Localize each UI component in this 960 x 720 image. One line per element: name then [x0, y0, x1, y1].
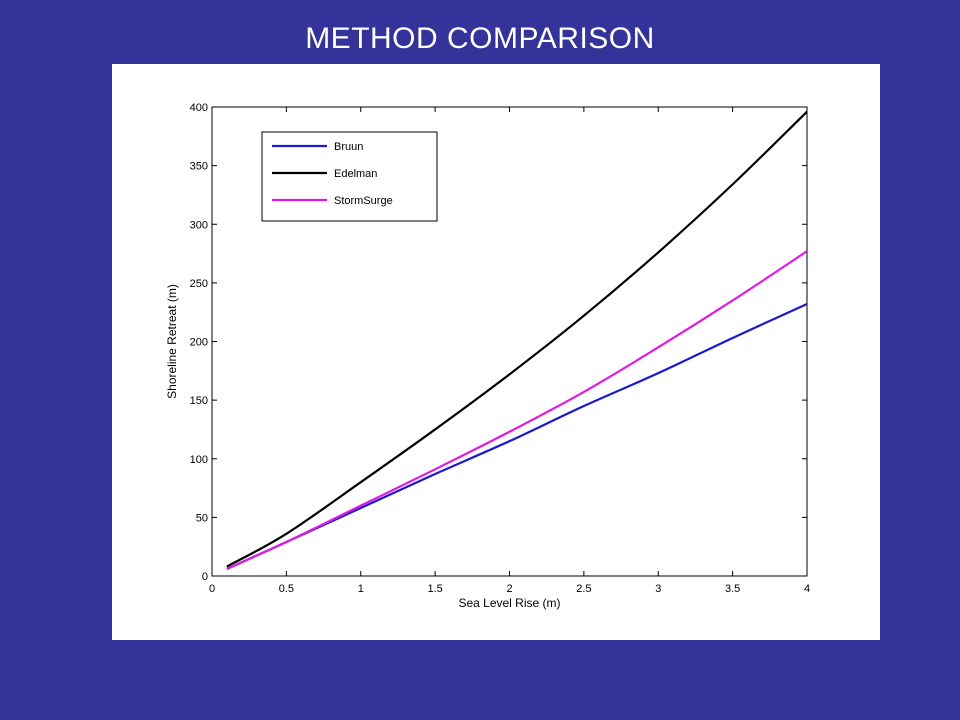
y-tick-label: 150 [190, 395, 208, 407]
x-tick-label: 1 [358, 583, 364, 595]
legend-label-stormsurge: StormSurge [334, 195, 393, 207]
figure-panel: 0 0.5 1 1.5 2 2.5 3 3.5 4 0 50 100 150 200 250 300 350 40… [112, 64, 880, 640]
series-line-stormsurge [226, 250, 807, 570]
x-tick-label: 1.5 [427, 583, 442, 595]
y-tick-label: 50 [196, 512, 208, 524]
line-chart: 0 0.5 1 1.5 2 2.5 3 3.5 4 0 50 100 150 200 250 300 350 40… [165, 102, 810, 610]
x-tick-label: 2.5 [576, 583, 591, 595]
y-axis-title: Shoreline Retreat (m) [165, 284, 179, 399]
y-tick-label: 300 [190, 219, 208, 231]
x-axis-title: Sea Level Rise (m) [458, 596, 560, 610]
series-line-edelman [226, 110, 807, 568]
y-tick-label: 100 [190, 454, 208, 466]
x-tick-label: 2 [506, 583, 512, 595]
y-tick-label: 400 [190, 102, 208, 114]
y-tick-label: 200 [190, 337, 208, 349]
y-tick-label: 250 [190, 278, 208, 290]
legend-label-edelman: Edelman [334, 168, 377, 180]
y-tick-label: 0 [202, 571, 208, 583]
x-tick-label: 4 [804, 583, 810, 595]
slide-title: METHOD COMPARISON [305, 22, 655, 55]
x-tick-label: 0.5 [279, 583, 294, 595]
x-tick-label: 0 [209, 583, 215, 595]
legend-label-bruun: Bruun [334, 141, 363, 153]
y-tick-label: 350 [190, 161, 208, 173]
x-tick-label: 3.5 [725, 583, 740, 595]
x-tick-label: 3 [655, 583, 661, 595]
